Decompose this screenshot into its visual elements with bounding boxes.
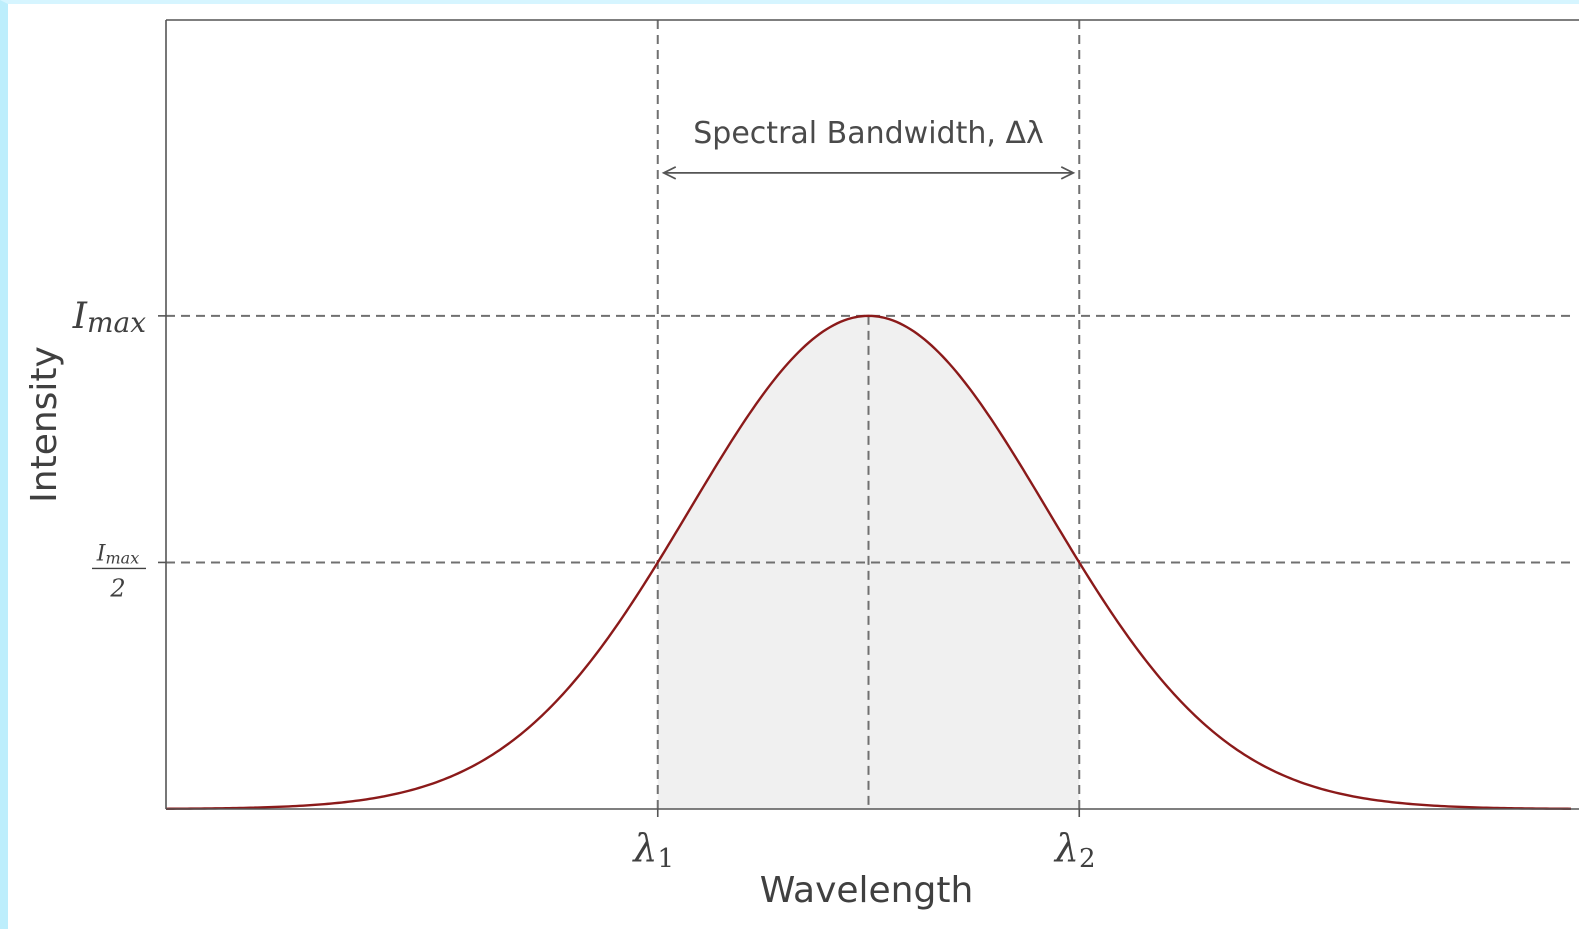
half-max-numerator: Imax (96, 541, 139, 567)
spectral-bandwidth-chart: Spectral Bandwidth, Δλ λ1 λ2 Imax Imax 2 Wav… (24, 19, 1579, 911)
guide-lines-layer (166, 20, 1571, 809)
axes-layer (158, 19, 1579, 817)
intensity-curve (165, 314, 1572, 810)
curve-layer (165, 314, 1572, 810)
y-tick-label-imax: Imax (72, 296, 146, 339)
y-axis-label: Intensity (24, 346, 65, 503)
tick-labels-layer: λ1 λ2 Imax Imax 2 (72, 296, 1096, 874)
y-tick-label-half-max: Imax 2 (92, 541, 146, 602)
bandwidth-arrow-head-right (1060, 166, 1076, 180)
bandwidth-arrow-head-left (661, 166, 677, 180)
x-tick-label-1: λ1 (631, 826, 674, 874)
bandwidth-annotation-label: Spectral Bandwidth, Δλ (693, 116, 1043, 151)
half-max-denominator: 2 (109, 574, 125, 602)
annotation-layer: Spectral Bandwidth, Δλ (661, 116, 1076, 180)
x-tick-label-2: λ2 (1053, 826, 1096, 874)
x-axis-label: Wavelength (760, 870, 974, 911)
